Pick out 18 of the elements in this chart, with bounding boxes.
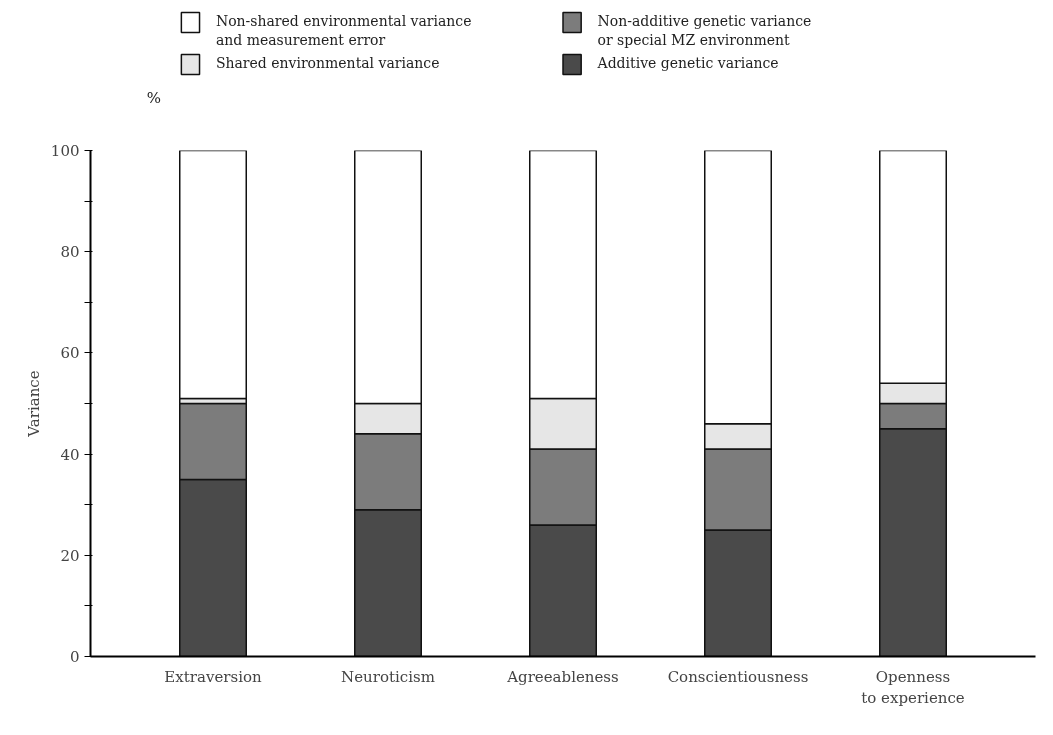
- legend-label: Non-shared environmental variance and measurement error: [215, 12, 472, 48]
- x-tick-label: Extraversion: [164, 667, 262, 686]
- legend-label: Additive genetic variance: [596, 54, 779, 71]
- y-tick-label: 20: [60, 546, 80, 565]
- y-tick-label: 60: [60, 344, 80, 363]
- x-tick-label: Openness to experience: [861, 667, 965, 708]
- x-tick-label: Conscientiousness: [667, 667, 809, 686]
- bar: [179, 150, 247, 400]
- legend-label: Shared environmental variance: [215, 54, 440, 71]
- y-axis-title: Variance: [24, 370, 43, 438]
- x-tick-label: Agreeableness: [506, 667, 619, 686]
- y-tick-label: 100: [50, 142, 80, 160]
- legend-label: Non-additive genetic variance or special MZ environment: [597, 12, 812, 48]
- y-tick-label: 80: [60, 243, 80, 262]
- text: %: [146, 88, 162, 107]
- y-tick-label: 0: [69, 648, 80, 666]
- y-tick-label: 40: [60, 445, 80, 464]
- x-tick-label: Neuroticism: [341, 667, 435, 686]
